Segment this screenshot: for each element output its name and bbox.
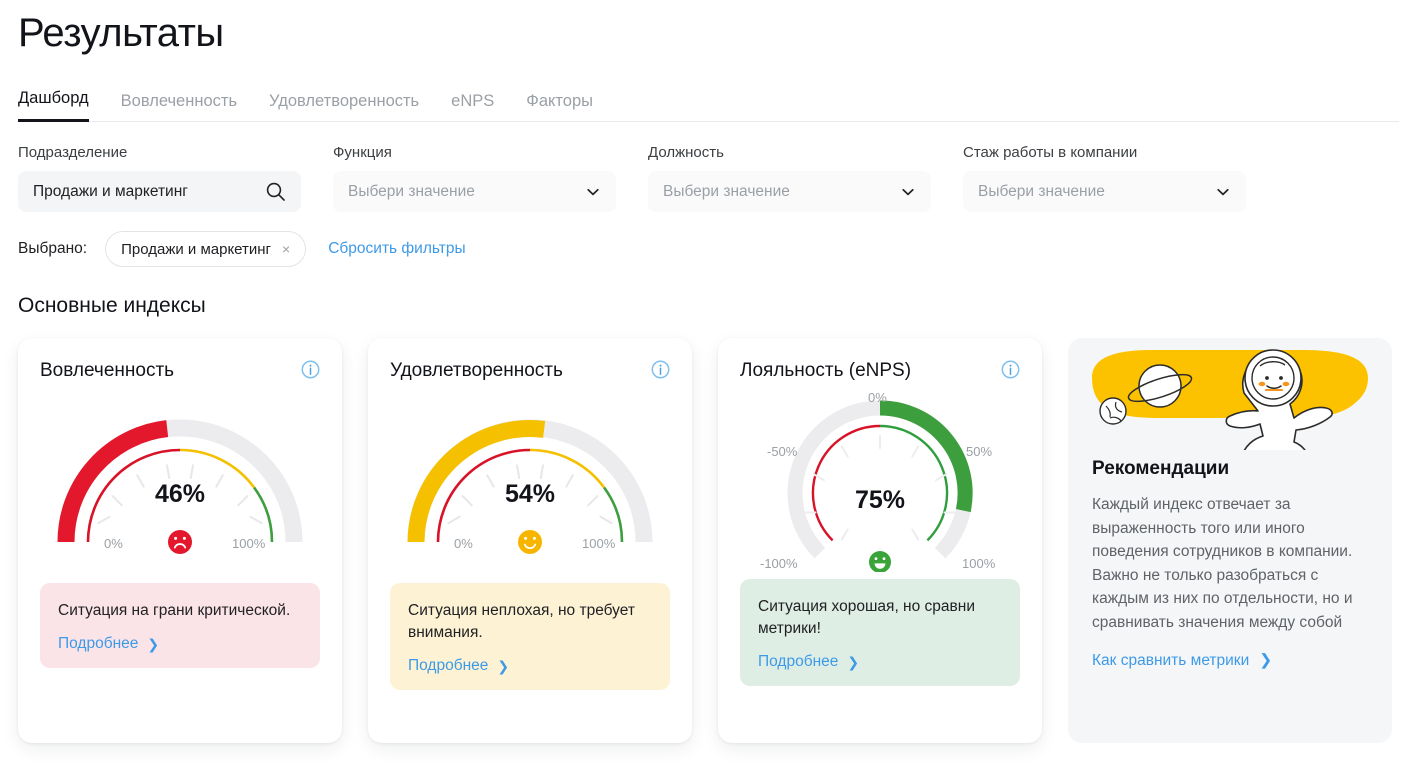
astronaut-illustration [1068,338,1392,468]
gauge-enps: 0% -50% 50% -100% 100% 75% [740,390,1020,575]
card-engagement: Вовлеченность [18,338,342,743]
grinning-face-icon [869,551,891,572]
gauge-min-label: 0% [454,536,473,551]
details-link[interactable]: Подробнее ❯ [758,653,859,671]
position-select[interactable]: Выбери значение [648,171,931,212]
card-enps: Лояльность (eNPS) [718,338,1042,743]
gauge-mid-right-label: 50% [966,444,992,459]
filter-position: Должность Выбери значение [648,144,958,212]
recommendation-body: Рекомендации Каждый индекс отвечает за в… [1068,458,1392,670]
frowning-face-icon [168,530,192,554]
card-title: Лояльность (eNPS) [740,360,912,381]
info-icon[interactable] [651,360,670,384]
tenure-select[interactable]: Выбери значение [963,171,1246,212]
position-placeholder: Выбери значение [663,182,790,200]
recommendation-title: Рекомендации [1092,458,1230,479]
card-header: Удовлетворенность [390,360,670,384]
filter-tenure: Стаж работы в компании Выбери значение [963,144,1273,212]
section-title: Основные индексы [18,294,206,317]
tab-factors[interactable]: Факторы [526,92,593,110]
selected-label: Выбрано: [18,240,88,257]
chevron-down-icon[interactable] [585,184,601,200]
card-header: Лояльность (eNPS) [740,360,1020,384]
close-icon[interactable]: × [282,241,291,257]
details-link[interactable]: Подробнее ❯ [408,657,509,675]
filter-bar: Подразделение Продажи и маркетинг Функци… [18,144,1399,212]
department-search-input[interactable]: Продажи и маркетинг [18,171,301,212]
info-icon[interactable] [301,360,320,384]
tab-engagement[interactable]: Вовлеченность [120,92,238,110]
details-link[interactable]: Подробнее ❯ [58,635,159,653]
chevron-down-icon[interactable] [900,184,916,200]
gauge-top-label: 0% [868,390,887,405]
card-title: Вовлеченность [40,360,175,381]
filter-department: Подразделение Продажи и маркетинг [18,144,328,212]
card-header: Вовлеченность [40,360,320,384]
recommendation-text: Каждый индекс отвечает за выраженность т… [1092,496,1353,631]
chevron-down-icon[interactable] [1215,184,1231,200]
smiling-face-icon [518,530,542,554]
tab-satisfaction[interactable]: Удовлетворенность [269,92,420,110]
status-text: Ситуация неплохая, но требует внимания. [408,602,635,641]
filter-label: Подразделение [18,144,128,161]
chevron-right-icon: ❯ [847,653,860,670]
tab-dashboard[interactable]: Дашборд [18,89,89,122]
compare-metrics-link[interactable]: Как сравнить метрики ❯ [1092,651,1272,670]
card-title: Удовлетворенность [390,360,563,381]
tab-bar: Дашборд Вовлеченность Удовлетворенность … [18,80,1399,122]
gauge-min-label: -100% [760,556,798,571]
status-box-enps: Ситуация хорошая, но сравни метрики! Под… [740,579,1020,686]
reset-filters-link[interactable]: Сбросить фильтры [328,240,466,257]
gauge-max-label: 100% [232,536,266,551]
gauge-satisfaction: 0% 100% 54% [390,390,670,575]
selected-filters-row: Выбрано: Продажи и маркетинг × Сбросить … [18,231,1399,267]
filter-label: Функция [333,144,392,161]
selected-chip-department[interactable]: Продажи и маркетинг × [105,231,307,267]
status-box-engagement: Ситуация на грани критической. Подробнее… [40,583,320,668]
function-select[interactable]: Выбери значение [333,171,616,212]
department-value: Продажи и маркетинг [33,182,188,200]
card-recommendations: Рекомендации Каждый индекс отвечает за в… [1068,338,1392,743]
gauge-value: 54% [504,480,556,508]
status-box-satisfaction: Ситуация неплохая, но требует внимания. … [390,583,670,690]
gauge-value: 75% [854,486,906,514]
function-placeholder: Выбери значение [348,182,475,200]
details-label: Подробнее [58,635,139,652]
compare-metrics-label: Как сравнить метрики [1092,651,1250,669]
index-cards: Вовлеченность [18,338,1399,743]
chevron-right-icon: ❯ [147,635,160,652]
page-title: Результаты [18,11,224,55]
status-text: Ситуация хорошая, но сравни метрики! [758,598,975,637]
info-icon[interactable] [1001,360,1020,384]
chevron-right-icon: ❯ [497,657,510,674]
card-satisfaction: Удовлетворенность [368,338,692,743]
tab-enps[interactable]: eNPS [451,92,495,110]
gauge-max-label: 100% [962,556,996,571]
status-text: Ситуация на грани критической. [58,602,291,619]
details-label: Подробнее [758,653,839,670]
gauge-engagement: 0% 100% 46% [40,390,320,575]
gauge-mid-left-label: -50% [767,444,798,459]
filter-function: Функция Выбери значение [333,144,643,212]
details-label: Подробнее [408,657,489,674]
search-icon[interactable] [265,181,286,202]
gauge-max-label: 100% [582,536,616,551]
filter-label: Должность [648,144,724,161]
gauge-value: 46% [154,480,206,508]
chevron-right-icon: ❯ [1259,652,1273,670]
chip-label: Продажи и маркетинг [121,240,272,258]
tenure-placeholder: Выбери значение [978,182,1105,200]
filter-label: Стаж работы в компании [963,144,1138,161]
gauge-min-label: 0% [104,536,123,551]
